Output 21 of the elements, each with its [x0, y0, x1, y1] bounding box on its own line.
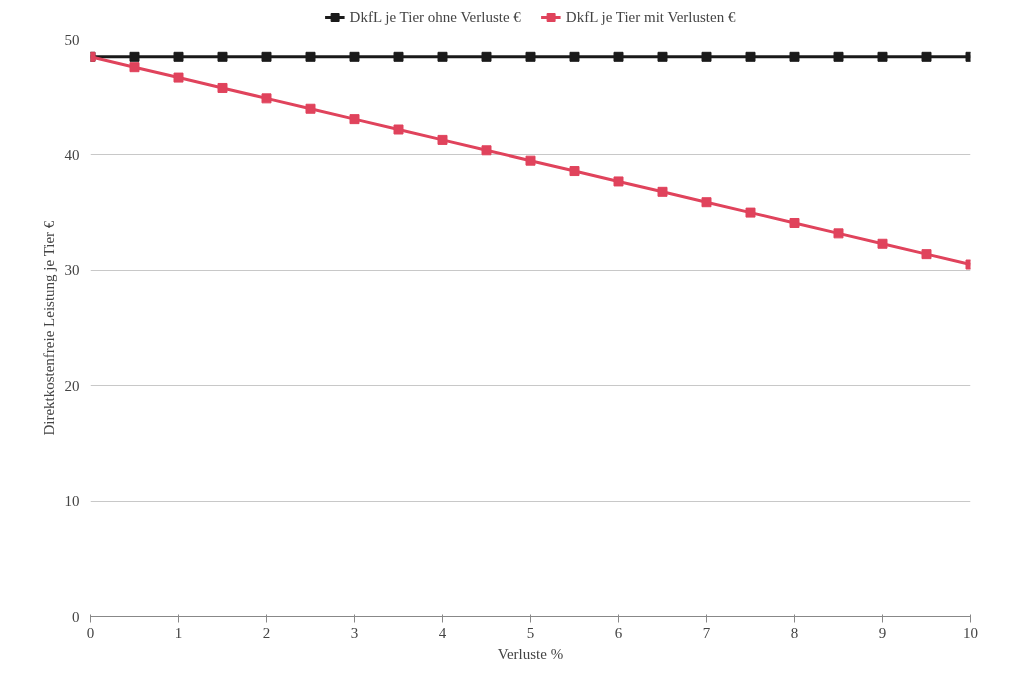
y-tick-label: 20 — [64, 377, 80, 394]
legend-label: DkfL je Tier mit Verlusten € — [565, 8, 736, 26]
y-tick-label: 40 — [64, 146, 80, 163]
y-tick-label: 50 — [64, 31, 80, 48]
x-tick-label: 0 — [86, 624, 95, 641]
x-tick-label: 7 — [702, 624, 711, 641]
y-axis-title: Direktkostenfreie Leistung je Tier € — [40, 220, 57, 436]
legend-label: DkfL je Tier ohne Verluste € — [349, 8, 521, 26]
x-tick-label: 4 — [438, 624, 447, 641]
x-tick-label: 3 — [350, 624, 359, 641]
x-tick-label: 2 — [262, 624, 271, 641]
y-tick-label: 0 — [72, 608, 80, 625]
x-tick-label: 8 — [790, 624, 799, 641]
x-tick-label: 5 — [526, 624, 535, 641]
x-tick-label: 10 — [963, 624, 978, 641]
y-tick-label: 30 — [64, 262, 80, 279]
x-axis-title: Verluste % — [497, 645, 564, 662]
y-tick-label: 10 — [64, 493, 80, 510]
x-tick-label: 1 — [174, 624, 183, 641]
x-tick-label: 6 — [614, 624, 623, 641]
x-tick-label: 9 — [878, 624, 887, 641]
